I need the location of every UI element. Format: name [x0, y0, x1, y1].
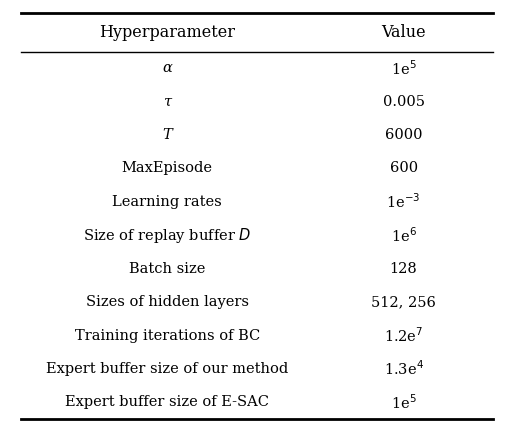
Text: Value: Value — [381, 24, 426, 41]
Text: 1.2e$^7$: 1.2e$^7$ — [384, 326, 423, 345]
Text: Sizes of hidden layers: Sizes of hidden layers — [86, 295, 249, 309]
Text: 6000: 6000 — [385, 128, 423, 142]
Text: α: α — [162, 61, 172, 75]
Text: 512, 256: 512, 256 — [371, 295, 436, 309]
Text: T: T — [162, 128, 172, 142]
Text: Batch size: Batch size — [129, 262, 205, 276]
Text: Training iterations of BC: Training iterations of BC — [75, 328, 260, 343]
Text: 1e$^5$: 1e$^5$ — [391, 393, 416, 412]
Text: τ: τ — [163, 95, 171, 109]
Text: Size of replay buffer $D$: Size of replay buffer $D$ — [83, 226, 251, 245]
Text: Expert buffer size of E-SAC: Expert buffer size of E-SAC — [65, 395, 269, 410]
Text: 128: 128 — [390, 262, 417, 276]
Text: Learning rates: Learning rates — [112, 195, 222, 209]
Text: 1e$^{-3}$: 1e$^{-3}$ — [387, 193, 421, 211]
Text: MaxEpisode: MaxEpisode — [122, 162, 213, 175]
Text: 1e$^5$: 1e$^5$ — [391, 59, 416, 78]
Text: 1e$^6$: 1e$^6$ — [391, 226, 416, 245]
Text: 0.005: 0.005 — [382, 95, 425, 109]
Text: Hyperparameter: Hyperparameter — [99, 24, 235, 41]
Text: 600: 600 — [390, 162, 418, 175]
Text: 1.3e$^4$: 1.3e$^4$ — [383, 359, 424, 378]
Text: Expert buffer size of our method: Expert buffer size of our method — [46, 362, 288, 376]
